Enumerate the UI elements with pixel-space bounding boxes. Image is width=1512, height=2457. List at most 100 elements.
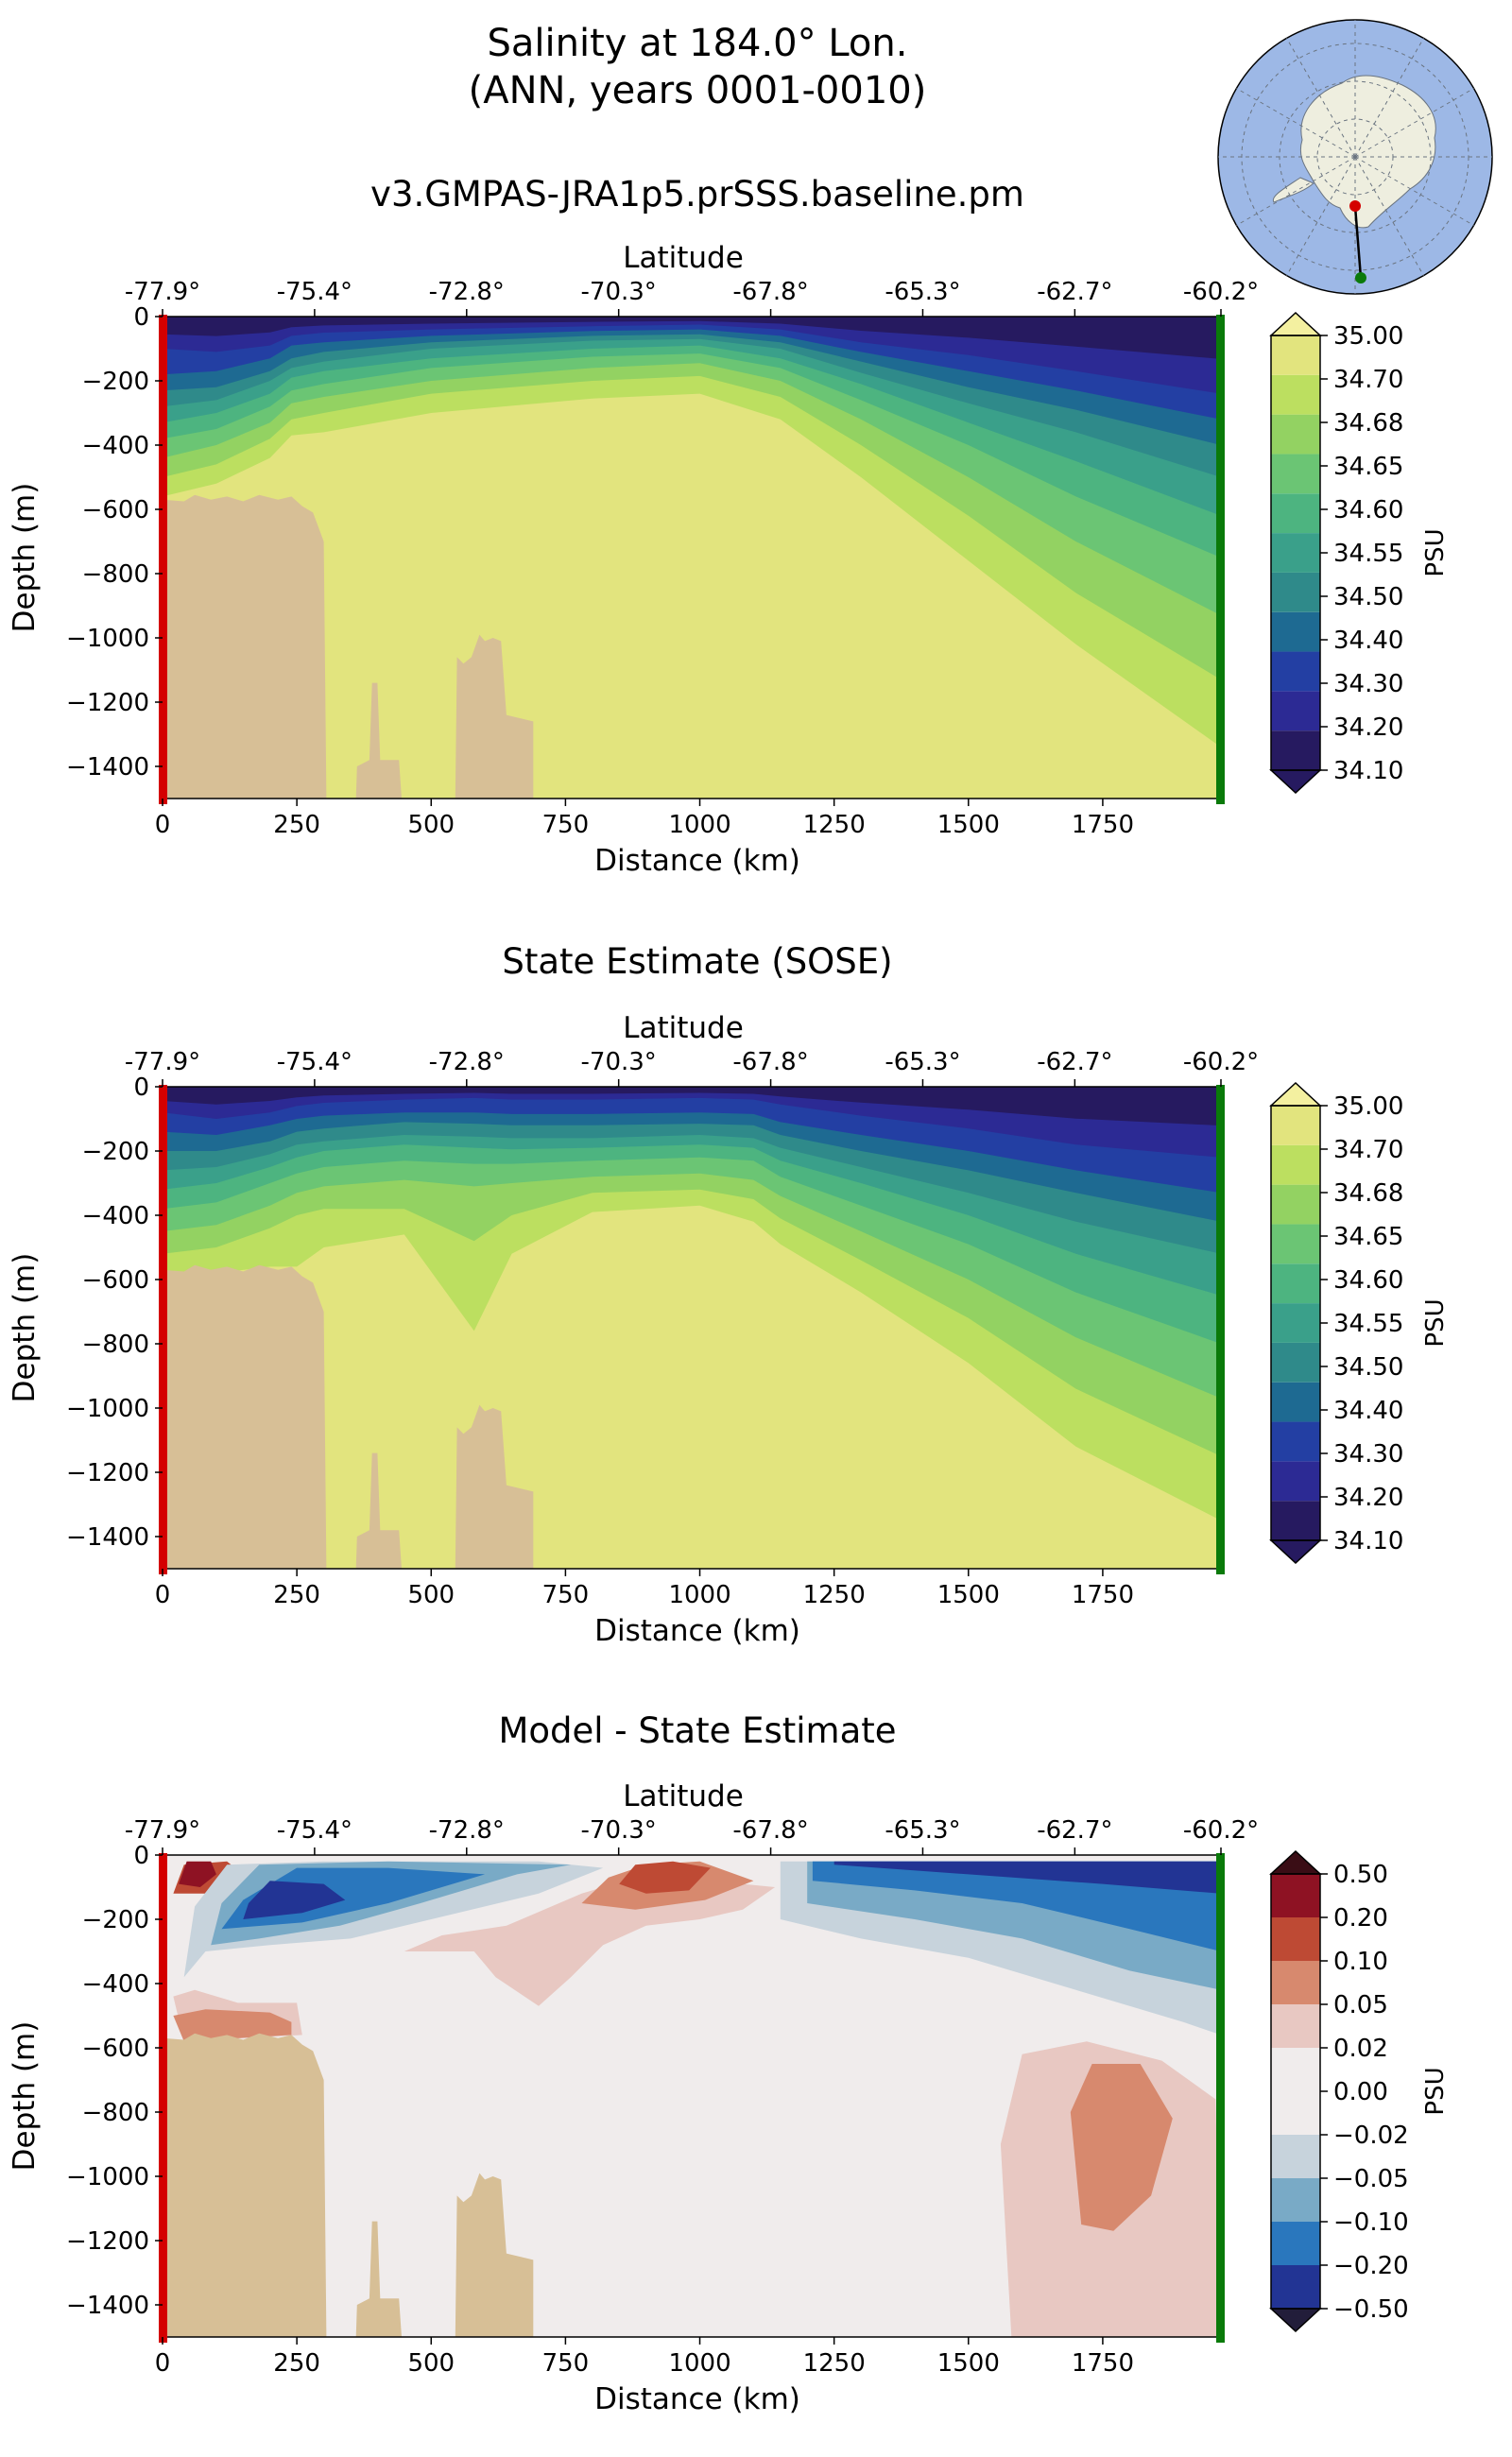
graticule-meridian bbox=[1354, 156, 1424, 276]
graticule-meridian bbox=[1354, 156, 1474, 226]
y-tick-label: 0 bbox=[133, 1842, 149, 1870]
section-start-marker bbox=[159, 1085, 167, 1574]
difference-colorbar-tick-label: 0.10 bbox=[1333, 1948, 1388, 1976]
y-tick-label: −400 bbox=[82, 1970, 149, 1999]
latitude-tick-label: -72.8° bbox=[429, 1048, 505, 1076]
x-tick-label: 0 bbox=[155, 811, 171, 839]
y-tick-label: −800 bbox=[82, 560, 149, 589]
y-tick-label: −1400 bbox=[66, 2292, 149, 2320]
salinity-colorbar-band-9 bbox=[1271, 374, 1320, 415]
salinity-colorbar-tick-label: 34.20 bbox=[1333, 713, 1403, 742]
difference-colorbar-tick-label: 0.50 bbox=[1333, 1861, 1388, 1889]
x-tick-label: 500 bbox=[407, 1581, 455, 1609]
salinity-colorbar-tick-label: 34.40 bbox=[1333, 627, 1403, 655]
difference-colorbar-tick-label: 0.02 bbox=[1333, 2035, 1388, 2063]
difference-colorbar-band-7 bbox=[1271, 1961, 1320, 2004]
salinity-colorbar-tick-label: 34.55 bbox=[1333, 540, 1403, 568]
y-tick-label: −800 bbox=[82, 2099, 149, 2127]
latitude-tick-label: -62.7° bbox=[1037, 278, 1112, 306]
salinity-colorbar-tick-label: 34.10 bbox=[1333, 757, 1403, 785]
salinity-colorbar-tick-label: 34.30 bbox=[1333, 670, 1403, 698]
salinity-colorbar-band-0 bbox=[1271, 1501, 1320, 1540]
latitude-tick-label: -72.8° bbox=[429, 278, 505, 306]
salinity-colorbar-extend-min bbox=[1269, 1539, 1322, 1565]
anomaly-region-4 bbox=[619, 1861, 711, 1894]
salinity-colorbar-tick-label: 34.55 bbox=[1333, 1310, 1403, 1338]
top-axis-label: Latitude bbox=[623, 1779, 744, 1813]
latitude-tick-label: -75.4° bbox=[277, 278, 352, 306]
land-mask-1 bbox=[355, 682, 402, 799]
x-tick-label: 1750 bbox=[1072, 811, 1134, 839]
salinity-colorbar-band-3 bbox=[1271, 1382, 1320, 1422]
graticule-meridian bbox=[1286, 156, 1356, 276]
difference-colorbar-tick-label: −0.50 bbox=[1333, 2295, 1409, 2324]
section-start-point bbox=[1349, 200, 1361, 212]
antarctic-locator-map bbox=[1217, 19, 1493, 295]
y-axis-label: Depth (m) bbox=[8, 483, 42, 633]
y-tick-label: 0 bbox=[133, 303, 149, 332]
x-tick-label: 1250 bbox=[803, 1581, 866, 1609]
salinity-colorbar-band-10 bbox=[1271, 335, 1320, 375]
latitude-tick-label: -60.2° bbox=[1183, 278, 1259, 306]
contour-field bbox=[163, 317, 1221, 799]
salinity-colorbar-band-5 bbox=[1271, 533, 1320, 573]
land-mask-2 bbox=[455, 634, 534, 799]
difference-colorbar-tick-label: 0.20 bbox=[1333, 1904, 1388, 1933]
section-end-marker bbox=[1216, 1085, 1225, 1574]
latitude-tick-label: -70.3° bbox=[581, 1816, 657, 1845]
anomaly-region-8 bbox=[179, 1861, 216, 1887]
difference-colorbar-band-4 bbox=[1271, 2091, 1320, 2135]
y-tick-label: −200 bbox=[82, 1138, 149, 1166]
salinity-colorbar-extend-max bbox=[1269, 1081, 1322, 1107]
x-tick-label: 250 bbox=[273, 811, 320, 839]
salinity-colorbar-tick-label: 34.50 bbox=[1333, 1353, 1403, 1382]
difference-colorbar-band-6 bbox=[1271, 2004, 1320, 2048]
salinity-colorbar-band-9 bbox=[1271, 1144, 1320, 1185]
latitude-tick-label: -70.3° bbox=[581, 278, 657, 306]
x-tick-label: 1750 bbox=[1072, 2349, 1134, 2378]
contour-field bbox=[163, 1087, 1221, 1569]
section-end-marker bbox=[1216, 315, 1225, 804]
salinity-colorbar-band-3 bbox=[1271, 611, 1320, 652]
salinity-colorbar-tick-label: 34.68 bbox=[1333, 1179, 1403, 1208]
land-mask-2 bbox=[455, 1404, 534, 1569]
salinity-colorbar-band-7 bbox=[1271, 1224, 1320, 1264]
latitude-tick-label: -65.3° bbox=[885, 1816, 960, 1845]
salinity-colorbar-tick-label: 34.68 bbox=[1333, 409, 1403, 438]
graticule-meridian bbox=[1354, 88, 1474, 158]
x-tick-label: 1000 bbox=[668, 2349, 730, 2378]
y-tick-label: −1200 bbox=[66, 689, 149, 717]
land-mask-1 bbox=[355, 1452, 402, 1569]
latitude-tick-label: -67.8° bbox=[732, 1048, 808, 1076]
land-mask-0 bbox=[163, 2033, 327, 2337]
salinity-colorbar-extend-max bbox=[1269, 311, 1322, 336]
x-tick-label: 0 bbox=[155, 2349, 171, 2378]
y-tick-label: −800 bbox=[82, 1331, 149, 1359]
difference-colorbar-tick-label: −0.02 bbox=[1333, 2122, 1409, 2150]
section-start-marker bbox=[159, 315, 167, 804]
salinity-colorbar-band-0 bbox=[1271, 730, 1320, 770]
y-tick-label: −200 bbox=[82, 1906, 149, 1934]
x-axis-label: Distance (km) bbox=[594, 1614, 800, 1648]
latitude-tick-label: -70.3° bbox=[581, 1048, 657, 1076]
anomaly-region-6 bbox=[173, 2009, 292, 2042]
panel-title: State Estimate (SOSE) bbox=[502, 941, 892, 982]
land-mask-2 bbox=[455, 2173, 534, 2337]
y-tick-label: −600 bbox=[82, 2035, 149, 2063]
difference-colorbar-extend-max bbox=[1269, 1849, 1322, 1875]
salinity-colorbar-tick-label: 34.65 bbox=[1333, 1223, 1403, 1251]
land-mask-1 bbox=[355, 2221, 402, 2337]
salinity-colorbar-band-6 bbox=[1271, 1263, 1320, 1304]
y-tick-label: −1000 bbox=[66, 1395, 149, 1423]
graticule-meridian bbox=[1286, 38, 1356, 158]
difference-colorbar-band-8 bbox=[1271, 1917, 1320, 1961]
salinity-colorbar-band-8 bbox=[1271, 1184, 1320, 1225]
salinity-colorbar-band-7 bbox=[1271, 454, 1320, 494]
difference-colorbar-band-2 bbox=[1271, 2178, 1320, 2222]
difference-colorbar-tick-label: −0.20 bbox=[1333, 2252, 1409, 2280]
section-end-marker bbox=[1216, 1853, 1225, 2343]
difference-colorbar-tick-label: 0.00 bbox=[1333, 2078, 1388, 2106]
panel-title: Model - State Estimate bbox=[498, 1710, 896, 1751]
difference-colorbar-tick-label: −0.05 bbox=[1333, 2165, 1409, 2193]
anomaly-region-2 bbox=[404, 1874, 776, 2006]
